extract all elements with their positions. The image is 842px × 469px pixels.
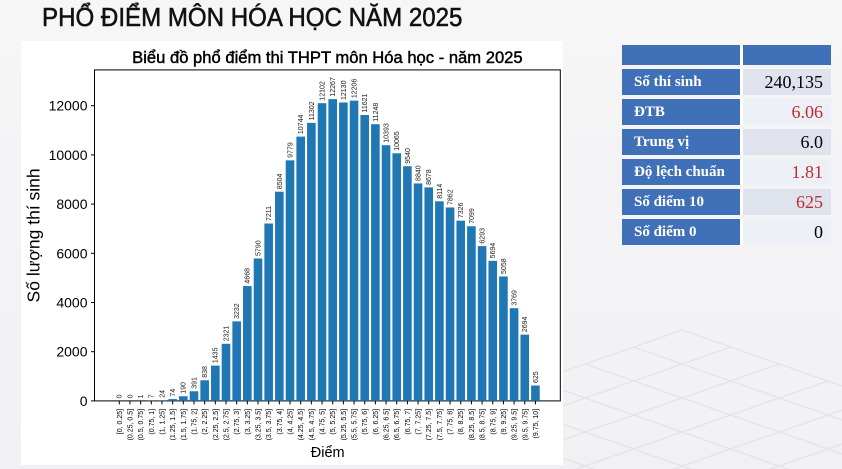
svg-text:9540: 9540 xyxy=(405,148,412,164)
svg-text:10065: 10065 xyxy=(394,131,401,151)
svg-text:(3, 3.25]: (3, 3.25] xyxy=(245,409,252,435)
svg-text:3769: 3769 xyxy=(511,290,518,306)
svg-text:11302: 11302 xyxy=(309,101,316,120)
svg-text:8678: 8678 xyxy=(426,169,433,185)
svg-text:7099: 7099 xyxy=(469,208,476,224)
svg-text:(0.5, 0.75]: (0.5, 0.75] xyxy=(138,409,145,441)
svg-text:(1.5, 1.75]: (1.5, 1.75] xyxy=(181,409,188,441)
svg-text:(3.75, 4]: (3.75, 4] xyxy=(277,409,284,435)
svg-text:(8.25, 8.5]: (8.25, 8.5] xyxy=(469,409,476,441)
svg-text:10744: 10744 xyxy=(298,115,305,135)
svg-text:(8.5, 8.75]: (8.5, 8.75] xyxy=(480,409,487,441)
svg-text:3232: 3232 xyxy=(234,303,241,319)
svg-text:(4.75, 5]: (4.75, 5] xyxy=(320,409,327,435)
svg-text:Điểm: Điểm xyxy=(311,445,345,461)
svg-text:(4.5, 4.75]: (4.5, 4.75] xyxy=(309,409,316,441)
svg-text:Số lượng thí sinh: Số lượng thí sinh xyxy=(24,168,44,302)
svg-text:(4.25, 4.5]: (4.25, 4.5] xyxy=(298,409,305,441)
svg-text:9779: 9779 xyxy=(287,142,294,158)
svg-text:8840: 8840 xyxy=(415,165,422,181)
svg-text:24: 24 xyxy=(159,390,166,398)
svg-text:12000: 12000 xyxy=(49,98,88,114)
svg-text:(7.5, 7.75]: (7.5, 7.75] xyxy=(437,409,444,441)
svg-text:625: 625 xyxy=(533,371,540,383)
svg-text:11248: 11248 xyxy=(373,103,380,122)
svg-text:8114: 8114 xyxy=(437,184,444,199)
svg-text:(2.75, 3]: (2.75, 3] xyxy=(234,409,241,435)
svg-text:(0.75, 1]: (0.75, 1] xyxy=(149,409,156,435)
svg-text:12130: 12130 xyxy=(341,80,348,100)
svg-text:190: 190 xyxy=(181,382,188,394)
svg-text:1: 1 xyxy=(138,394,145,398)
svg-text:7326: 7326 xyxy=(458,203,465,219)
svg-text:10393: 10393 xyxy=(383,123,390,143)
svg-text:5790: 5790 xyxy=(255,240,262,256)
svg-text:2694: 2694 xyxy=(522,316,529,332)
svg-text:(8, 8.25]: (8, 8.25] xyxy=(458,409,465,435)
svg-text:7862: 7862 xyxy=(447,189,454,205)
svg-text:(1.75, 2]: (1.75, 2] xyxy=(191,409,198,435)
svg-text:11621: 11621 xyxy=(362,93,369,112)
svg-text:0: 0 xyxy=(127,394,134,398)
svg-text:(4, 4.25]: (4, 4.25] xyxy=(288,409,295,435)
svg-text:12102: 12102 xyxy=(319,81,326,101)
svg-text:(6, 6.25]: (6, 6.25] xyxy=(373,409,380,435)
svg-text:12206: 12206 xyxy=(351,79,358,99)
svg-text:(6.5, 6.75]: (6.5, 6.75] xyxy=(394,409,401,441)
svg-text:0: 0 xyxy=(80,393,88,409)
svg-text:(3.5, 3.75]: (3.5, 3.75] xyxy=(266,409,273,441)
svg-text:4000: 4000 xyxy=(56,295,87,311)
svg-text:(9.75, 10]: (9.75, 10] xyxy=(533,409,540,439)
svg-text:(0.25, 0.5]: (0.25, 0.5] xyxy=(127,409,134,441)
svg-text:8000: 8000 xyxy=(56,196,87,212)
svg-text:(7, 7.25]: (7, 7.25] xyxy=(416,409,423,435)
svg-text:(1, 1.25]: (1, 1.25] xyxy=(159,409,166,435)
svg-text:(2, 2.25]: (2, 2.25] xyxy=(202,409,209,435)
svg-text:6293: 6293 xyxy=(479,228,486,244)
svg-text:(2.25, 2.5]: (2.25, 2.5] xyxy=(213,409,220,441)
svg-text:(3.25, 3.5]: (3.25, 3.5] xyxy=(256,409,263,441)
svg-text:10000: 10000 xyxy=(49,147,88,163)
svg-text:(7.25, 7.5]: (7.25, 7.5] xyxy=(426,409,433,441)
svg-text:7: 7 xyxy=(149,394,156,398)
svg-text:5694: 5694 xyxy=(490,243,497,259)
svg-text:8504: 8504 xyxy=(277,174,284,190)
svg-text:391: 391 xyxy=(191,377,198,389)
svg-text:(8.75, 9]: (8.75, 9] xyxy=(490,409,497,435)
svg-text:(1.25, 1.5]: (1.25, 1.5] xyxy=(170,409,177,441)
svg-text:0: 0 xyxy=(117,394,124,398)
svg-text:(5.25, 5.5]: (5.25, 5.5] xyxy=(341,409,348,441)
svg-text:12267: 12267 xyxy=(330,77,337,97)
svg-text:(9.25, 9.5]: (9.25, 9.5] xyxy=(512,409,519,441)
svg-text:6000: 6000 xyxy=(56,245,87,261)
svg-text:(9, 9.25]: (9, 9.25] xyxy=(501,409,508,435)
svg-text:5058: 5058 xyxy=(501,258,508,274)
svg-text:2321: 2321 xyxy=(223,326,230,342)
svg-text:(5.75, 6]: (5.75, 6] xyxy=(362,409,369,435)
svg-text:[0, 0.25]: [0, 0.25] xyxy=(117,409,124,434)
svg-text:Biểu đồ phổ điểm thi THPT môn: Biểu đồ phổ điểm thi THPT môn Hóa học - … xyxy=(132,48,522,67)
svg-text:(7.75, 8]: (7.75, 8] xyxy=(448,409,455,435)
svg-text:(5, 5.25]: (5, 5.25] xyxy=(330,409,337,435)
svg-text:(2.5, 2.75]: (2.5, 2.75] xyxy=(224,409,231,441)
svg-text:74: 74 xyxy=(170,389,177,397)
svg-text:(6.75, 7]: (6.75, 7] xyxy=(405,409,412,435)
svg-text:1435: 1435 xyxy=(213,347,220,363)
svg-text:7211: 7211 xyxy=(266,206,273,221)
svg-text:838: 838 xyxy=(202,366,209,378)
svg-text:2000: 2000 xyxy=(56,344,87,360)
svg-text:(6.25, 6.5]: (6.25, 6.5] xyxy=(384,409,391,441)
svg-text:4668: 4668 xyxy=(245,268,252,284)
svg-text:(9.5, 9.75]: (9.5, 9.75] xyxy=(522,409,529,441)
svg-text:(5.5, 5.75]: (5.5, 5.75] xyxy=(352,409,359,441)
